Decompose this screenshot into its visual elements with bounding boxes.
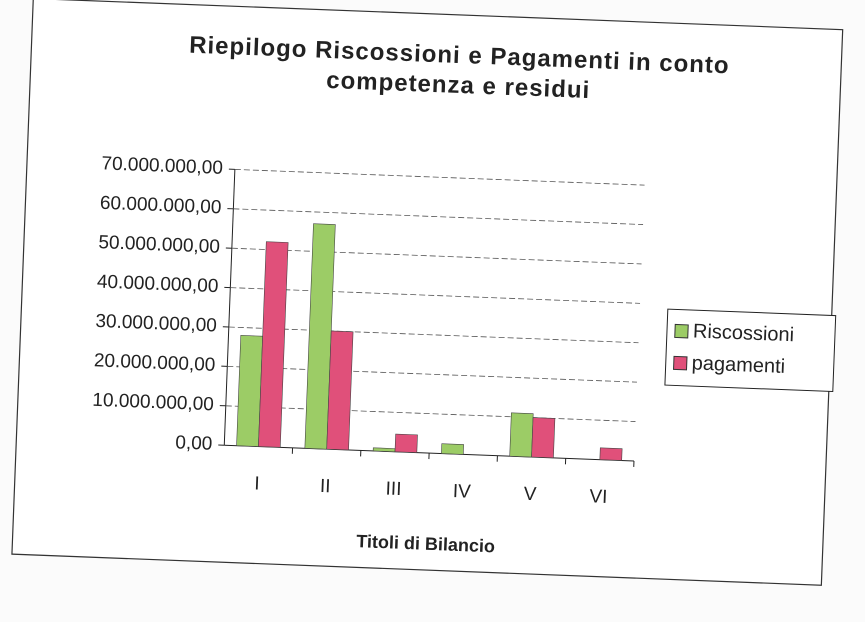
bar [600,448,622,461]
x-tick-label: I [254,473,260,494]
x-tick-label: V [523,484,537,505]
bar [327,331,353,450]
x-tick-label: VI [589,486,608,508]
bar [532,418,555,458]
bar [373,448,395,452]
x-tick-label: IV [452,481,471,503]
legend-swatch [674,356,687,369]
legend-swatch [675,324,688,337]
bar [441,444,463,455]
x-tick-label: III [385,478,402,500]
y-tick-label: 0,00 [175,432,213,454]
x-tick-label: II [320,476,331,497]
legend-box [665,309,836,391]
bar [510,413,534,457]
legend-label: pagamenti [691,352,785,378]
bar [395,434,418,453]
legend-label: Riscossioni [693,320,795,346]
bar [237,335,263,446]
